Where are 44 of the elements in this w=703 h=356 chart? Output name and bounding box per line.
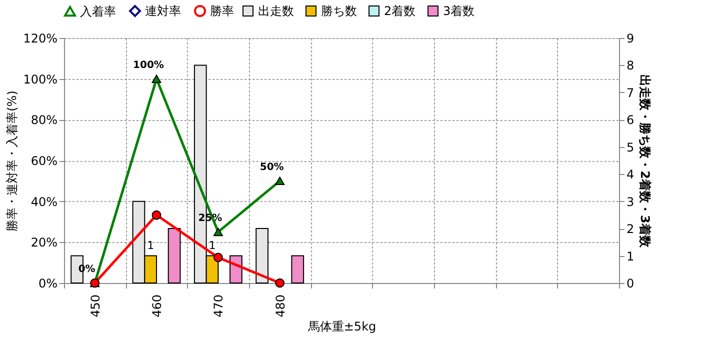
x-axis-title: 馬体重±5kg bbox=[306, 319, 376, 334]
bar bbox=[256, 228, 268, 284]
y-tick-label: 60% bbox=[30, 154, 58, 168]
point bbox=[152, 74, 162, 83]
y2-tick-label: 5 bbox=[626, 140, 634, 154]
y-tick-label: 100% bbox=[23, 72, 58, 86]
y2-tick-label: 2 bbox=[626, 222, 634, 236]
x-tick-label: 480 bbox=[273, 294, 288, 318]
y-tick-label: 0% bbox=[38, 276, 58, 290]
y2-tick-label: 4 bbox=[626, 168, 634, 182]
legend-label: 入着率 bbox=[80, 4, 116, 18]
y2-tick-label: 9 bbox=[626, 32, 634, 46]
y-tick-label: 80% bbox=[30, 113, 58, 128]
bar bbox=[168, 228, 181, 284]
y2-tick-label: 3 bbox=[626, 194, 634, 209]
point bbox=[213, 252, 223, 262]
x-tick-label: 450 bbox=[88, 294, 102, 318]
point bbox=[275, 278, 285, 288]
y-tick-label: 120% bbox=[23, 32, 58, 46]
legend-label: 連対率 bbox=[145, 4, 181, 18]
point bbox=[213, 228, 223, 236]
y2-axis-title: 出走数・勝ち数・2着数・3着数 bbox=[638, 74, 652, 248]
x-tick-label: 470 bbox=[212, 294, 226, 318]
y-axis-title: 勝率・連対率・入着率(%) bbox=[5, 90, 20, 232]
data-label: 50% bbox=[260, 162, 284, 173]
y-tick-label: 40% bbox=[30, 194, 58, 209]
y2-tick-label: 0 bbox=[626, 276, 634, 290]
legend-label: 勝率 bbox=[210, 4, 234, 18]
legend-label: 3着数 bbox=[443, 4, 475, 18]
legend-label: 出走数 bbox=[258, 4, 294, 18]
data-label: 100% bbox=[133, 60, 164, 71]
legend-label: 2着数 bbox=[384, 4, 416, 18]
y2-tick-label: 8 bbox=[626, 58, 634, 73]
y-tick-label: 20% bbox=[30, 236, 58, 250]
y2-tick-label: 7 bbox=[626, 86, 634, 100]
point bbox=[275, 176, 285, 186]
point bbox=[152, 210, 162, 220]
y2-tick-label: 1 bbox=[626, 249, 634, 264]
legend-label: 勝ち数 bbox=[321, 4, 357, 18]
data-label: 1 bbox=[208, 238, 216, 252]
bar bbox=[291, 255, 304, 284]
data-label: 1 bbox=[147, 238, 154, 252]
x-tick-label: 460 bbox=[150, 294, 164, 318]
y2-tick-label: 6 bbox=[626, 113, 634, 128]
